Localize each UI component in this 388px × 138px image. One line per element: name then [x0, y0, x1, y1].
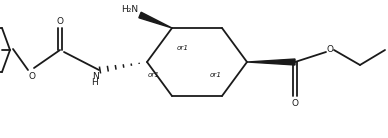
Text: O: O	[326, 46, 334, 55]
Text: H₂N: H₂N	[121, 5, 138, 14]
Text: H: H	[92, 78, 99, 87]
Polygon shape	[139, 12, 172, 28]
Text: or1: or1	[177, 45, 189, 51]
Polygon shape	[247, 59, 295, 65]
Text: or1: or1	[148, 72, 160, 78]
Text: N: N	[92, 72, 99, 81]
Text: or1: or1	[210, 72, 222, 78]
Text: O: O	[28, 72, 35, 81]
Text: O: O	[291, 99, 298, 108]
Text: O: O	[57, 17, 64, 26]
